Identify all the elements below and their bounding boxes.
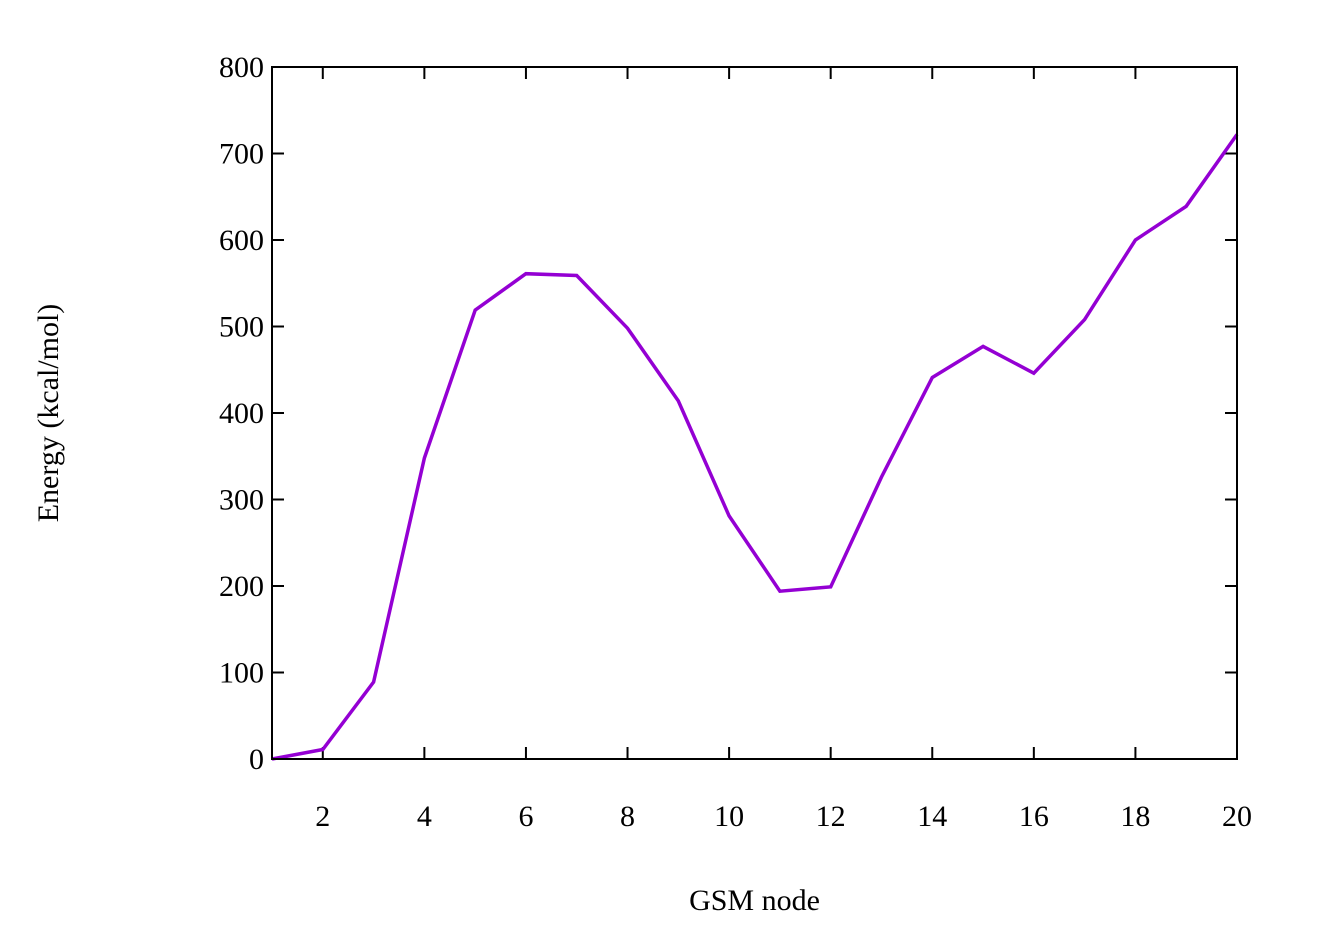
x-tick-label: 18 [1120, 800, 1150, 833]
x-tick-label: 2 [315, 800, 330, 833]
x-tick-label: 4 [417, 800, 432, 833]
x-tick-label: 20 [1222, 800, 1252, 833]
x-tick-label: 10 [714, 800, 744, 833]
y-tick-label: 0 [249, 743, 264, 776]
x-tick-label: 16 [1019, 800, 1049, 833]
ticks-layer: 0 100 200 300 400 500 600 700 800 2 4 6 8 10 12 14 16 18 2… [219, 51, 1252, 833]
series-layer [271, 133, 1239, 761]
y-tick-label: 100 [219, 657, 264, 690]
plot-frame [271, 66, 1238, 760]
y-tick-label: 300 [219, 484, 264, 517]
x-tick-label: 6 [518, 800, 533, 833]
y-tick-label: 700 [219, 138, 264, 171]
series-line-0 [271, 133, 1239, 761]
y-tick-label: 400 [219, 397, 264, 430]
y-tick-label: 800 [219, 51, 264, 84]
x-tick-label: 14 [917, 800, 947, 833]
y-tick-label: 600 [219, 224, 264, 257]
x-tick-label: 8 [620, 800, 635, 833]
x-tick-label: 12 [816, 800, 846, 833]
y-tick-label: 500 [219, 311, 264, 344]
y-tick-label: 200 [219, 570, 264, 603]
x-axis-title: GSM node [689, 884, 820, 917]
y-axis-title: Energy (kcal/mol) [32, 304, 65, 523]
